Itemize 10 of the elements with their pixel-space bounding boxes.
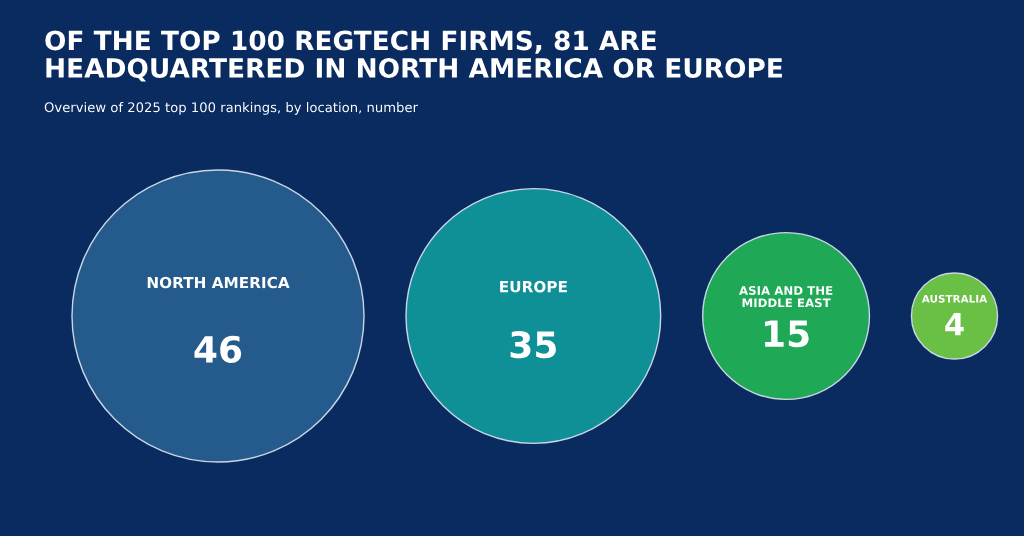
text: OF THE TOP 100 REGTECH FIRMS, 81 ARE HEADQUARTERED IN NORTH AMERICA OR EUROPE (45, 30, 782, 82)
category-label: ASIA AND THE MIDDLE EAST (739, 285, 833, 308)
category-label: AUSTRALIA (921, 294, 988, 303)
data-label: 35 (510, 331, 556, 359)
text: Overview of 2025 top 100 rankings, by location, number (44, 102, 418, 115)
data-label: 15 (765, 320, 809, 348)
category-label: NORTH AMERICA (147, 276, 290, 289)
category-label: EUROPE (500, 280, 567, 293)
data-label: 4 (945, 312, 964, 336)
data-label: 46 (194, 335, 242, 363)
